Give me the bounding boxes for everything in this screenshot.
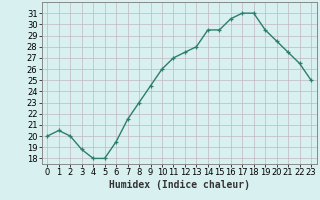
X-axis label: Humidex (Indice chaleur): Humidex (Indice chaleur) bbox=[109, 180, 250, 190]
